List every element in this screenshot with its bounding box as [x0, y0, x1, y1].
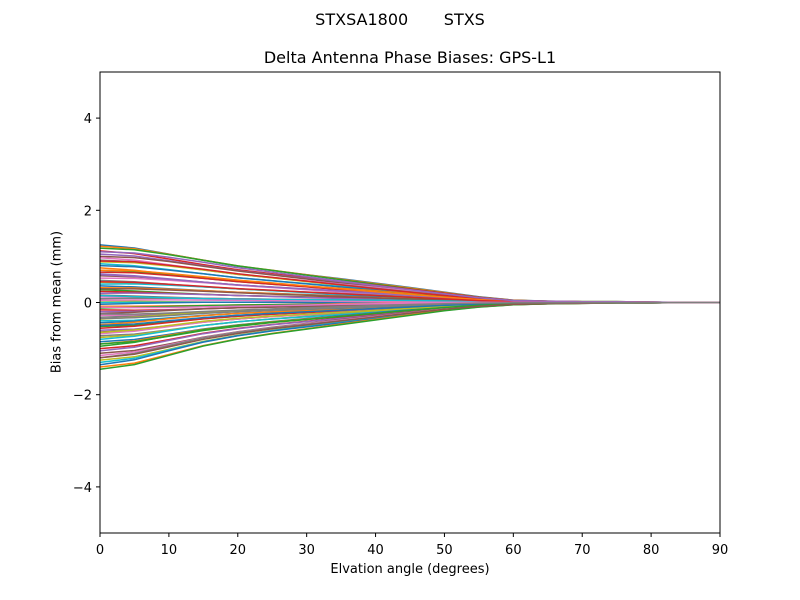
x-tick-label: 80 [643, 543, 660, 558]
x-tick-label: 60 [505, 543, 522, 558]
series-line [99, 301, 720, 315]
y-tick-label: 4 [84, 112, 92, 127]
y-tick-label: −4 [73, 481, 92, 496]
data-series-lines [99, 244, 720, 371]
x-tick-label: 40 [367, 543, 384, 558]
x-axis-label: Elvation angle (degrees) [330, 562, 490, 577]
x-tick-label: 30 [298, 543, 315, 558]
chart-title: Delta Antenna Phase Biases: GPS-L1 [263, 48, 557, 67]
series-line [99, 251, 720, 304]
x-tick-label: 20 [230, 543, 247, 558]
y-axis-label: Bias from mean (mm) [49, 230, 65, 374]
x-tick-label: 90 [712, 543, 729, 558]
x-tick-label: 10 [161, 543, 178, 558]
x-tick-label: 70 [574, 543, 591, 558]
x-axis-ticks: 0 10 20 30 40 50 60 70 80 90 [96, 533, 728, 558]
x-tick-label: 0 [96, 543, 104, 558]
y-tick-label: 2 [84, 204, 92, 219]
x-tick-label: 50 [436, 543, 453, 558]
figure-suptitle: STXSA1800 STXS [315, 10, 485, 29]
y-axis-ticks: −4 −2 0 2 4 [73, 112, 100, 496]
y-tick-label: −2 [73, 389, 92, 404]
y-tick-label: 0 [84, 297, 92, 312]
